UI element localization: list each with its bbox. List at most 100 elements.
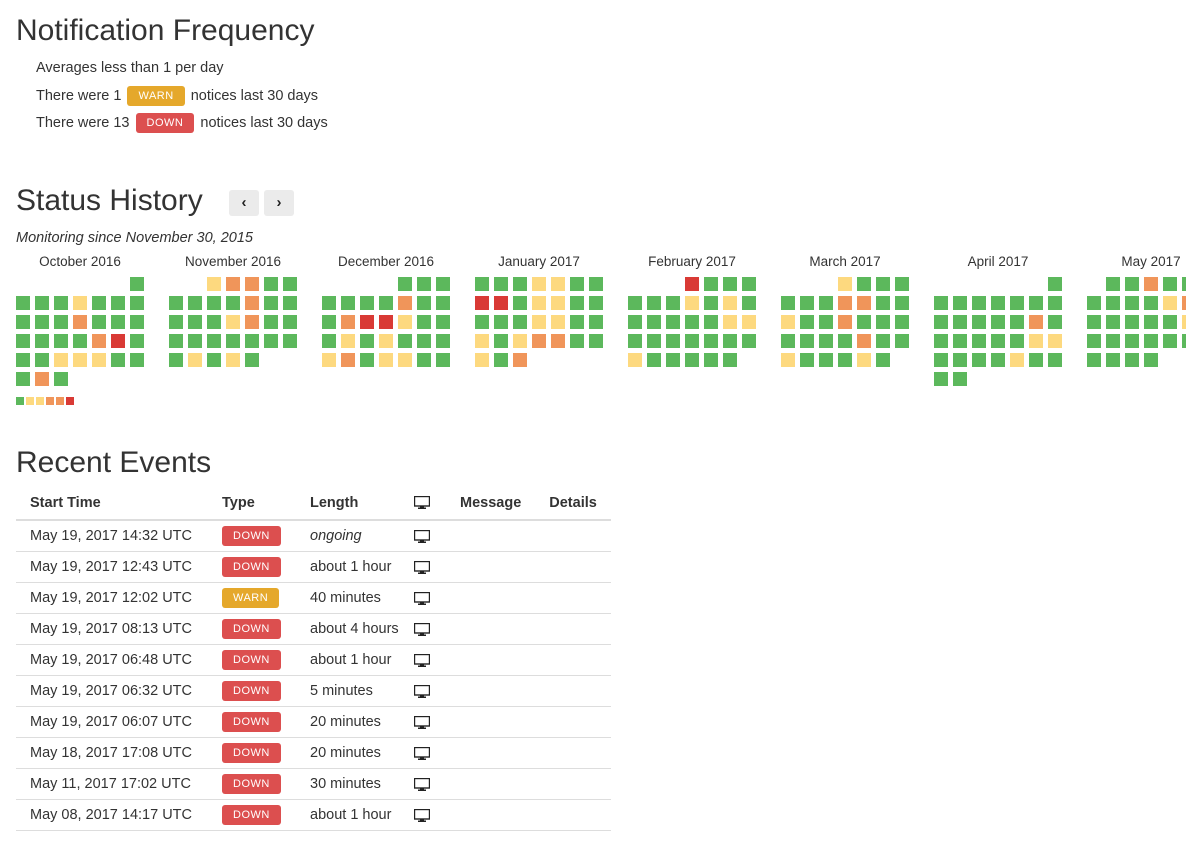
calendar-day-cell[interactable] [169, 334, 183, 348]
calendar-day-cell[interactable] [972, 334, 986, 348]
calendar-day-cell[interactable] [704, 277, 718, 291]
calendar-day-cell[interactable] [723, 353, 737, 367]
calendar-day-cell[interactable] [322, 296, 336, 310]
calendar-day-cell[interactable] [838, 353, 852, 367]
calendar-day-cell[interactable] [647, 296, 661, 310]
table-row[interactable]: May 19, 2017 12:02 UTC WARN 40 minutes [16, 582, 612, 614]
calendar-day-cell[interactable] [35, 315, 49, 329]
calendar-day-cell[interactable] [819, 315, 833, 329]
calendar-day-cell[interactable] [417, 334, 431, 348]
calendar-day-cell[interactable] [475, 296, 489, 310]
calendar-day-cell[interactable] [589, 334, 603, 348]
calendar-day-cell[interactable] [54, 296, 68, 310]
table-row[interactable]: May 19, 2017 08:13 UTC DOWN about 4 hours [16, 613, 612, 645]
calendar-day-cell[interactable] [207, 334, 221, 348]
calendar-day-cell[interactable] [111, 353, 125, 367]
calendar-day-cell[interactable] [800, 315, 814, 329]
calendar-day-cell[interactable] [436, 315, 450, 329]
calendar-day-cell[interactable] [341, 334, 355, 348]
event-monitor-cell[interactable] [414, 799, 446, 831]
calendar-day-cell[interactable] [1182, 334, 1186, 348]
calendar-day-cell[interactable] [991, 353, 1005, 367]
calendar-day-cell[interactable] [264, 334, 278, 348]
calendar-day-cell[interactable] [685, 334, 699, 348]
calendar-day-cell[interactable] [647, 315, 661, 329]
calendar-day-cell[interactable] [207, 315, 221, 329]
calendar-day-cell[interactable] [169, 296, 183, 310]
calendar-day-cell[interactable] [666, 315, 680, 329]
calendar-day-cell[interactable] [398, 334, 412, 348]
calendar-day-cell[interactable] [742, 315, 756, 329]
calendar-day-cell[interactable] [1144, 315, 1158, 329]
calendar-day-cell[interactable] [742, 277, 756, 291]
calendar-day-cell[interactable] [1087, 334, 1101, 348]
calendar-day-cell[interactable] [934, 372, 948, 386]
calendar-day-cell[interactable] [1048, 353, 1062, 367]
calendar-day-cell[interactable] [283, 277, 297, 291]
calendar-day-cell[interactable] [1144, 353, 1158, 367]
calendar-day-cell[interactable] [513, 296, 527, 310]
calendar-day-cell[interactable] [972, 315, 986, 329]
calendar-day-cell[interactable] [838, 277, 852, 291]
calendar-day-cell[interactable] [953, 353, 967, 367]
calendar-day-cell[interactable] [54, 372, 68, 386]
calendar-day-cell[interactable] [1106, 334, 1120, 348]
calendar-day-cell[interactable] [417, 296, 431, 310]
calendar-day-cell[interactable] [1048, 296, 1062, 310]
calendar-day-cell[interactable] [1163, 296, 1177, 310]
calendar-day-cell[interactable] [494, 296, 508, 310]
calendar-day-cell[interactable] [73, 315, 87, 329]
calendar-day-cell[interactable] [991, 334, 1005, 348]
calendar-day-cell[interactable] [169, 315, 183, 329]
calendar-day-cell[interactable] [494, 277, 508, 291]
calendar-day-cell[interactable] [953, 334, 967, 348]
calendar-day-cell[interactable] [130, 315, 144, 329]
event-monitor-cell[interactable] [414, 613, 446, 645]
calendar-day-cell[interactable] [781, 296, 795, 310]
calendar-day-cell[interactable] [570, 315, 584, 329]
calendar-day-cell[interactable] [494, 353, 508, 367]
calendar-day-cell[interactable] [245, 296, 259, 310]
calendar-day-cell[interactable] [1125, 353, 1139, 367]
calendar-day-cell[interactable] [35, 372, 49, 386]
calendar-day-cell[interactable] [188, 334, 202, 348]
calendar-day-cell[interactable] [207, 353, 221, 367]
calendar-day-cell[interactable] [398, 296, 412, 310]
calendar-day-cell[interactable] [1125, 296, 1139, 310]
calendar-day-cell[interactable] [226, 277, 240, 291]
calendar-day-cell[interactable] [360, 315, 374, 329]
calendar-day-cell[interactable] [551, 315, 565, 329]
calendar-day-cell[interactable] [800, 353, 814, 367]
calendar-day-cell[interactable] [1010, 296, 1024, 310]
calendar-day-cell[interactable] [1182, 277, 1186, 291]
calendar-day-cell[interactable] [379, 334, 393, 348]
calendar-day-cell[interactable] [1087, 296, 1101, 310]
calendar-day-cell[interactable] [934, 334, 948, 348]
calendar-day-cell[interactable] [264, 296, 278, 310]
calendar-day-cell[interactable] [188, 296, 202, 310]
calendar-day-cell[interactable] [532, 315, 546, 329]
calendar-day-cell[interactable] [207, 277, 221, 291]
calendar-day-cell[interactable] [857, 277, 871, 291]
event-monitor-cell[interactable] [414, 644, 446, 676]
calendar-day-cell[interactable] [570, 296, 584, 310]
calendar-day-cell[interactable] [494, 334, 508, 348]
calendar-day-cell[interactable] [628, 315, 642, 329]
table-row[interactable]: May 19, 2017 06:48 UTC DOWN about 1 hour [16, 644, 612, 676]
calendar-day-cell[interactable] [226, 315, 240, 329]
calendar-day-cell[interactable] [532, 296, 546, 310]
calendar-day-cell[interactable] [704, 353, 718, 367]
calendar-day-cell[interactable] [1010, 315, 1024, 329]
table-row[interactable]: May 18, 2017 17:08 UTC DOWN 20 minutes [16, 737, 612, 769]
calendar-day-cell[interactable] [436, 277, 450, 291]
calendar-day-cell[interactable] [857, 334, 871, 348]
calendar-day-cell[interactable] [628, 334, 642, 348]
calendar-day-cell[interactable] [876, 296, 890, 310]
table-row[interactable]: May 19, 2017 06:32 UTC DOWN 5 minutes [16, 675, 612, 707]
calendar-day-cell[interactable] [1048, 334, 1062, 348]
calendar-day-cell[interactable] [130, 296, 144, 310]
calendar-day-cell[interactable] [991, 315, 1005, 329]
calendar-day-cell[interactable] [54, 334, 68, 348]
calendar-day-cell[interactable] [130, 277, 144, 291]
calendar-day-cell[interactable] [876, 277, 890, 291]
